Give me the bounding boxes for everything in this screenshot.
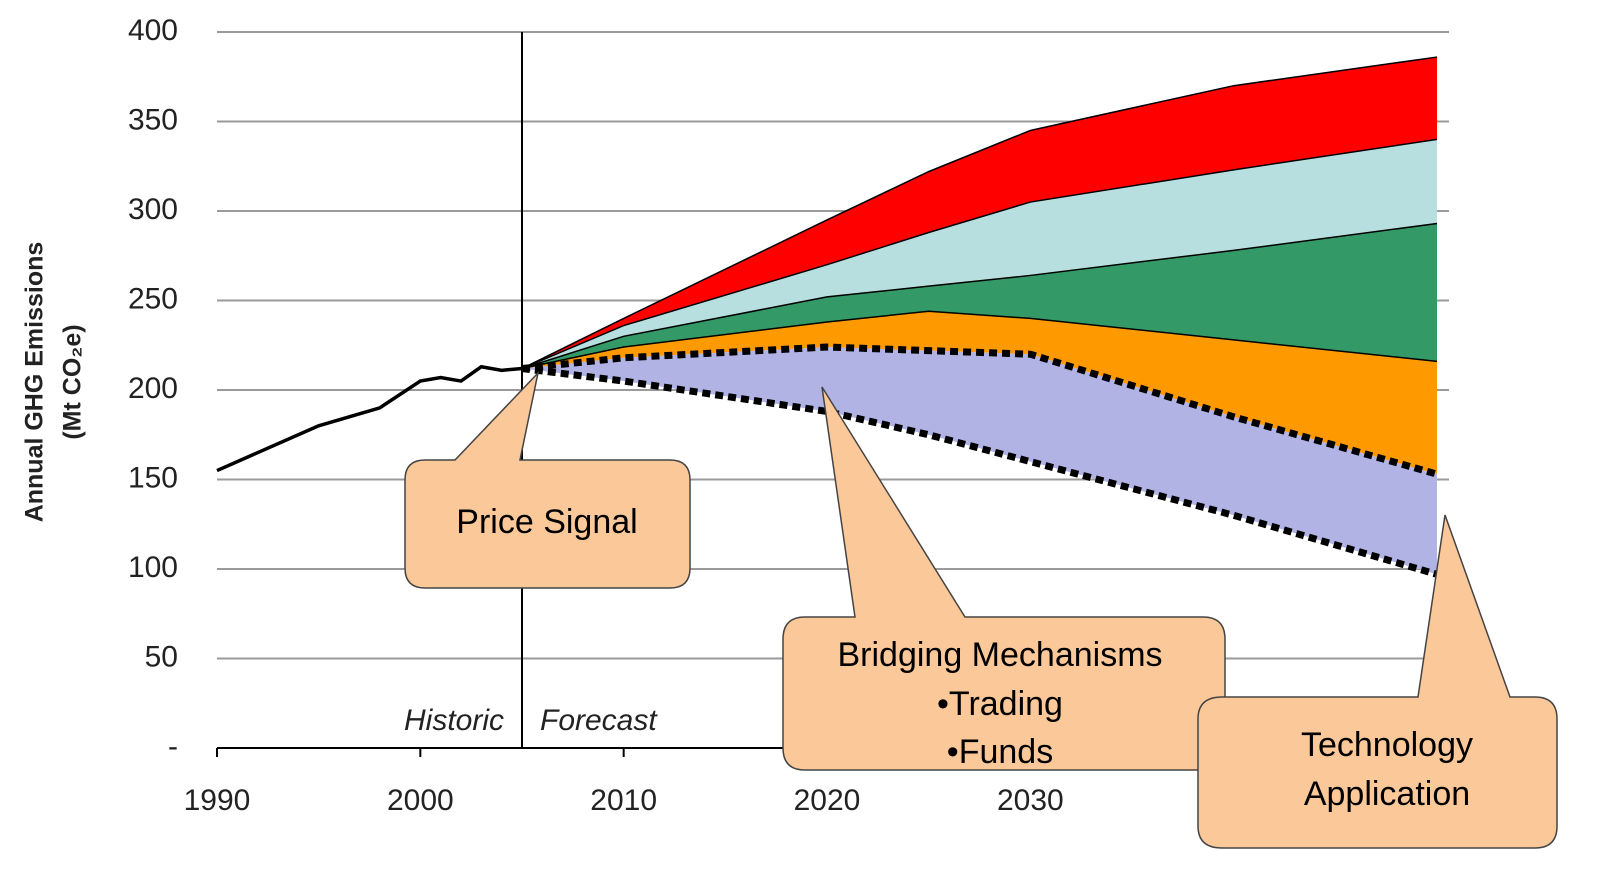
x-tick-label: 2000 [387,784,454,817]
y-tick-label: 400 [128,14,178,47]
area-band [522,347,1437,575]
x-tick-label: 1990 [184,784,251,817]
boundary-line [521,138,1438,370]
annotation: Bridging Mechanisms [837,636,1162,674]
y-axis-label: Annual GHG Emissions [21,242,49,523]
x-tick-label: 2010 [590,784,657,817]
y-tick-label: 350 [128,103,178,136]
callout-technology [1197,514,1558,849]
annotation: Price Signal [456,503,637,541]
x-tick-label: 2030 [997,784,1064,817]
divider-label: Forecast [540,704,658,737]
y-tick-label: 100 [128,551,178,584]
callout-price-signal [404,370,691,589]
history-line [216,364,523,473]
annotation: •Trading [937,685,1063,723]
x-tick-label: 2020 [794,784,861,817]
plot-area: - 50 100 150 200 250 300 350 400 1990 2000 2010 2020… [128,14,1449,817]
boundary-line [521,343,1438,478]
boundary-line [521,310,1438,370]
boundary-line [521,222,1438,370]
boundary-line [521,56,1438,370]
divider-label: Historic [404,704,504,737]
y-tick-label: 300 [128,193,178,226]
annotation: Technology [1301,726,1473,764]
y-tick-label: 150 [128,461,178,494]
area-band [522,223,1437,369]
y-tick-label: 50 [145,640,178,673]
annotation: •Funds [947,733,1053,771]
annotation: Application [1304,775,1470,813]
y-tick-label: 250 [128,282,178,315]
y-tick-label: 200 [128,372,178,405]
area-band [522,57,1437,369]
area-band [522,311,1437,475]
y-axis-label: (Mt CO₂e) [59,324,87,439]
y-tick-label: - [168,730,178,763]
